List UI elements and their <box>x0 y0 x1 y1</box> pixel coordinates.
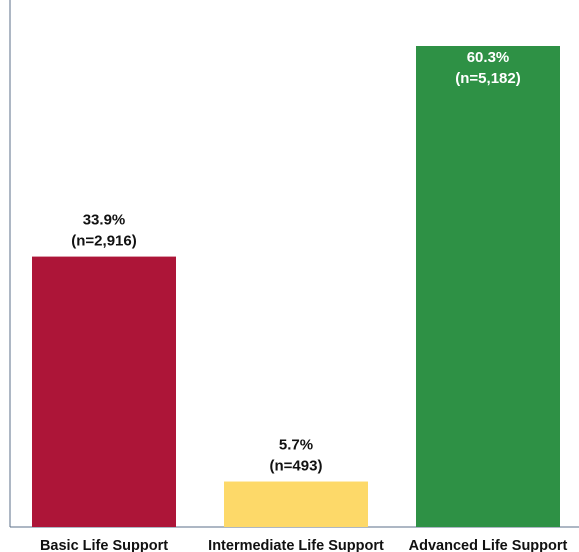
category-label-advanced-life-support: Advanced Life Support <box>409 538 568 552</box>
category-label-basic-life-support: Basic Life Support <box>40 538 168 552</box>
bar-value-label: 5.7% <box>279 437 313 454</box>
bar-count-label: (n=2,916) <box>71 233 136 250</box>
category-label-intermediate-life-support: Intermediate Life Support <box>208 538 384 552</box>
bars-group <box>32 46 560 527</box>
bar-basic-life-support <box>32 256 176 527</box>
labels-group: 33.9% (n=2,916) Basic Life Support 5.7% (n=4… <box>40 49 568 552</box>
bar-value-label: 33.9% <box>83 212 126 229</box>
bar-value-label: 60.3% <box>467 49 510 66</box>
bar-count-label: (n=493) <box>270 458 323 475</box>
bar-count-label: (n=5,182) <box>455 70 520 87</box>
bar-intermediate-life-support <box>224 481 368 527</box>
bar-advanced-life-support <box>416 46 560 527</box>
